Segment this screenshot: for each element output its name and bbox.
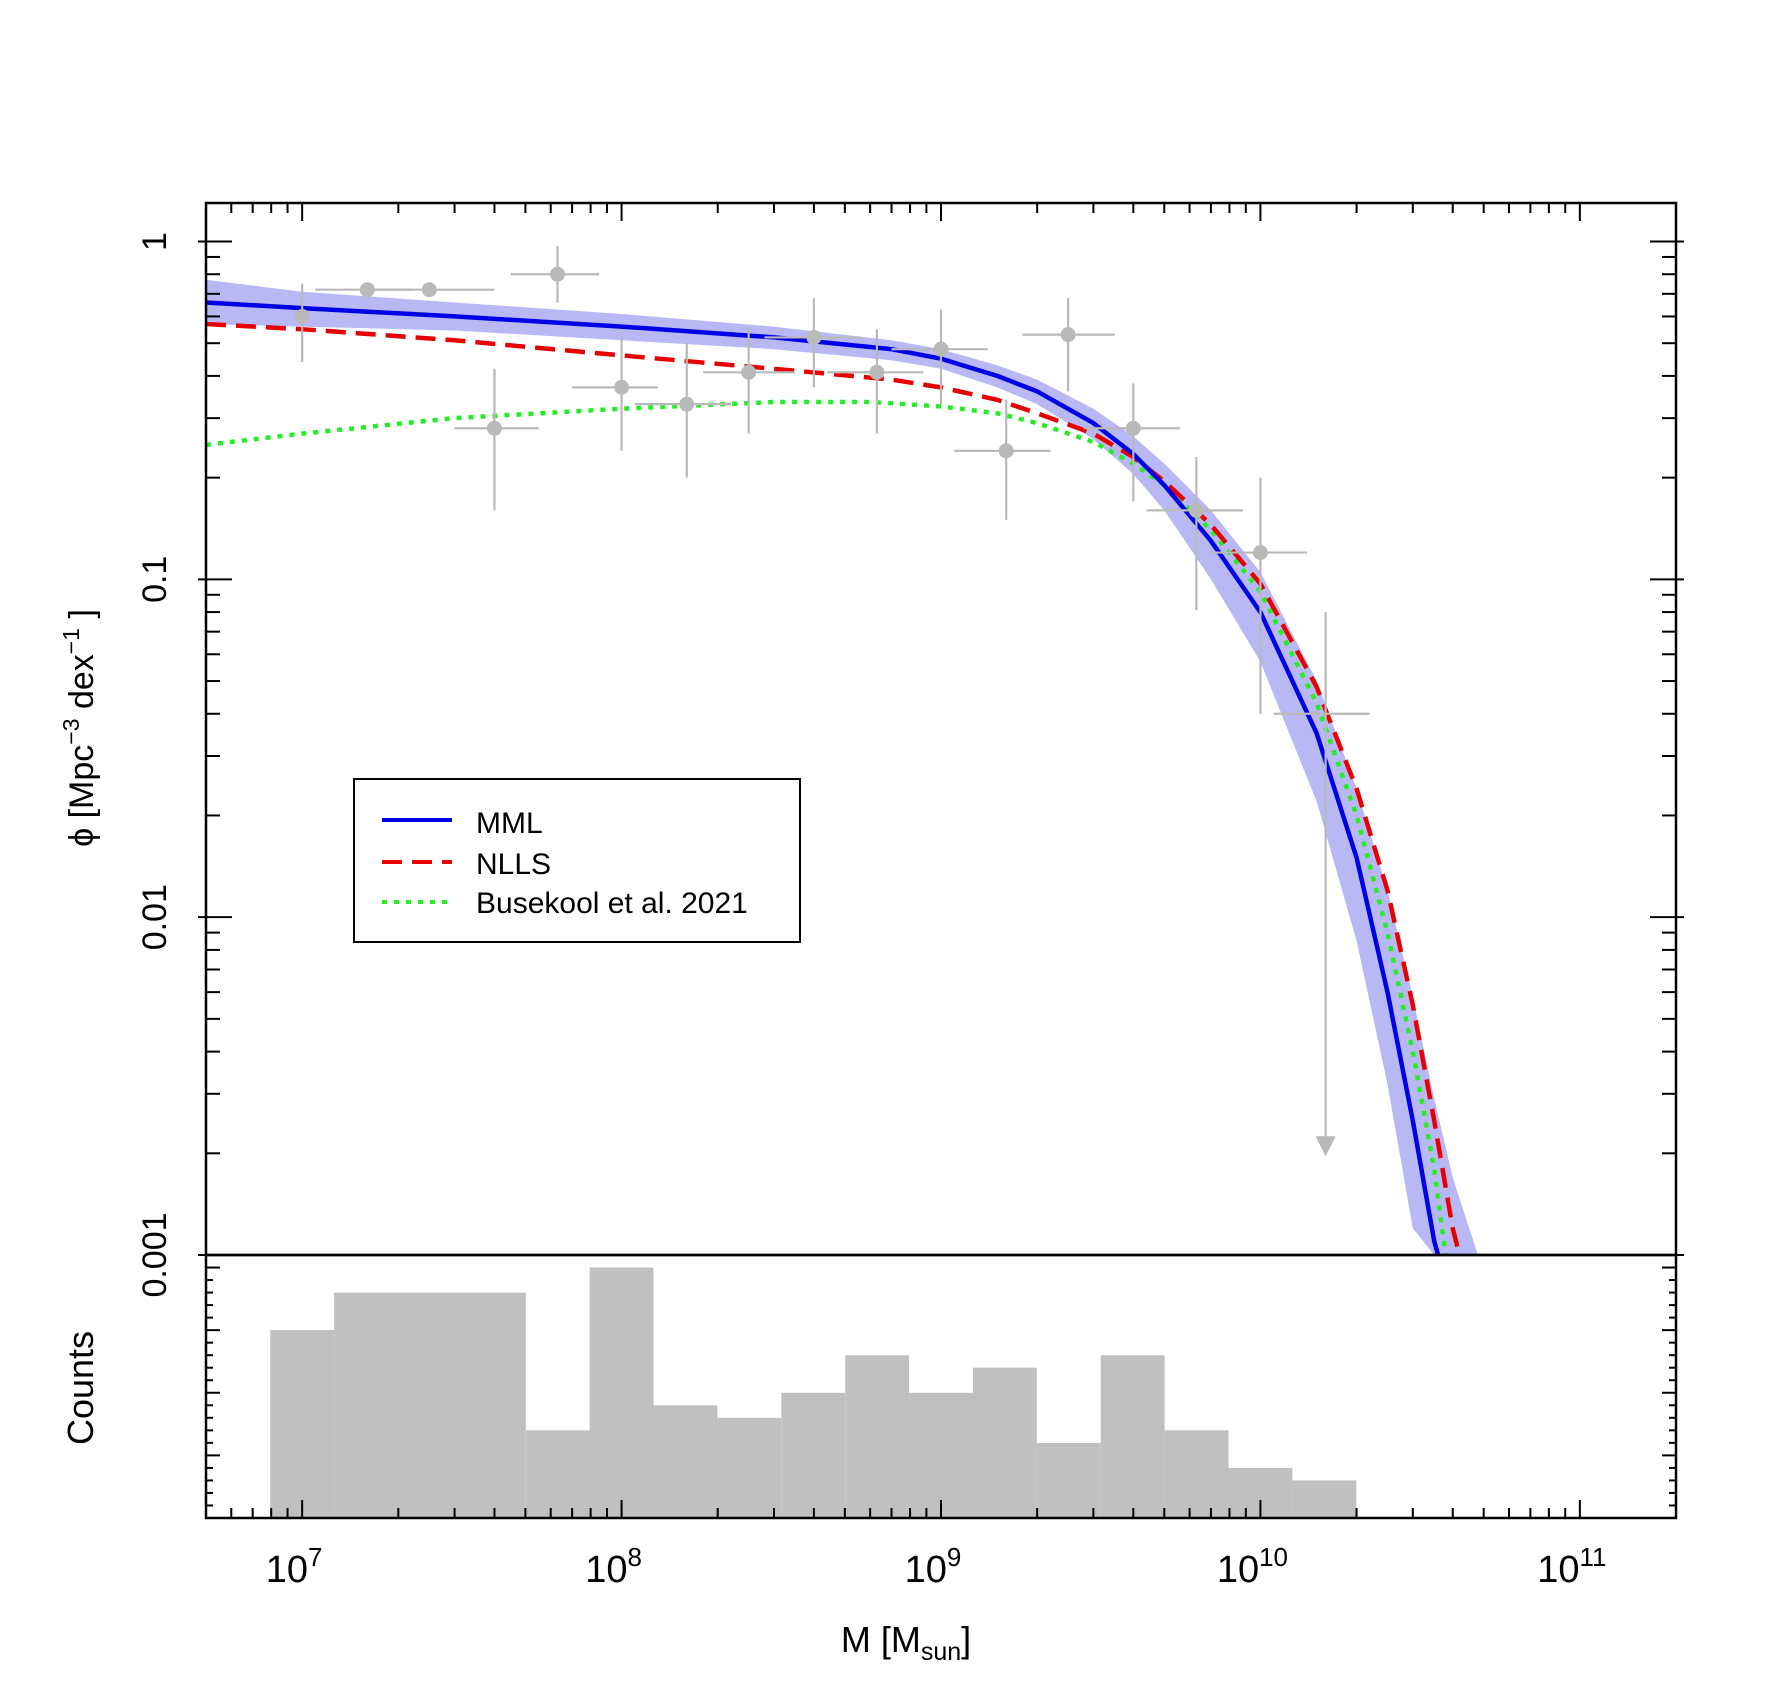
histogram-bar-6 [717,1417,782,1518]
data-point-7 [703,329,796,434]
upper-limit-arrow-icon [1315,1136,1336,1157]
data-point-12 [1022,298,1115,392]
histogram-bar-5 [653,1405,718,1518]
y-tick-label: 0.001 [136,1212,174,1297]
x-tick-label: 108 [585,1542,642,1591]
data-point-marker [1060,327,1076,343]
data-point-marker [1125,420,1141,436]
x-tick-label: 109 [905,1542,962,1591]
data-point-marker [294,308,310,324]
data-point-marker [1252,545,1268,561]
histogram-layer [270,1267,1357,1518]
histogram-bar-8 [845,1355,910,1518]
data-point-marker [614,379,630,395]
histogram-bar-9 [909,1392,973,1518]
histogram-bar-7 [781,1392,846,1518]
legend-label-mml: MML [476,807,543,840]
data-point-5 [572,337,658,451]
x-tick-labels: 107 108 109 1010 1011 [266,1542,1607,1591]
x-tick-label: 107 [266,1542,323,1591]
data-point-10 [891,309,988,405]
data-point-15 [1210,477,1308,714]
histogram-bar-11 [1036,1442,1101,1518]
legend-label-nlls: NLLS [476,848,551,881]
data-point-marker [741,364,757,380]
x-tick-label: 1011 [1537,1542,1606,1591]
histogram-bar-3 [525,1430,590,1518]
y-tick-label: 1 [136,232,174,251]
histogram-bar-12 [1100,1355,1165,1518]
axis-ticks-layer [198,203,1684,1519]
data-point-marker [421,282,437,298]
data-point-marker [679,396,695,412]
data-point-marker [933,341,949,357]
data-point-16 [1273,612,1370,1157]
data-point-13 [1083,383,1180,502]
data-point-6 [634,343,731,478]
y-tick-label: 0.01 [136,884,174,950]
histogram-bar-2 [461,1292,526,1518]
data-point-0 [294,283,310,362]
x-tick-label: 1010 [1217,1542,1288,1591]
data-point-4 [510,245,600,303]
x-axis-label: M [Msun] [841,1619,971,1666]
data-point-marker [998,443,1014,459]
legend: MML NLLS Busekool et al. 2021 [353,778,801,943]
histogram-bar-1 [334,1292,462,1518]
histogram-y-label: Counts [60,1331,101,1445]
y-tick-labels: 1 0.1 0.01 0.001 [136,232,174,1298]
histogram-bar-13 [1164,1430,1229,1518]
y-tick-label: 0.1 [136,556,174,603]
data-points-layer [294,245,1370,1157]
data-point-marker [869,364,885,380]
histogram-bar-15 [1292,1480,1357,1518]
data-point-8 [764,298,861,388]
data-point-11 [954,399,1051,520]
y-axis-label: ϕ [Mpc−3 dex−1 ] [58,609,101,847]
data-point-marker [486,420,502,436]
data-point-2 [367,282,495,298]
data-point-3 [454,368,539,511]
data-point-9 [827,329,924,434]
series-line-busekool-et-al-2021 [206,399,1448,1255]
series-line-mml [206,300,1441,1255]
data-point-marker [549,266,565,282]
legend-label-busekool: Busekool et al. 2021 [476,887,748,920]
histogram-bar-0 [270,1330,335,1518]
data-point-marker [1188,502,1204,518]
data-point-marker [806,329,822,345]
data-point-14 [1146,457,1243,611]
histogram-bar-4 [589,1267,654,1518]
histogram-bar-10 [972,1367,1037,1518]
